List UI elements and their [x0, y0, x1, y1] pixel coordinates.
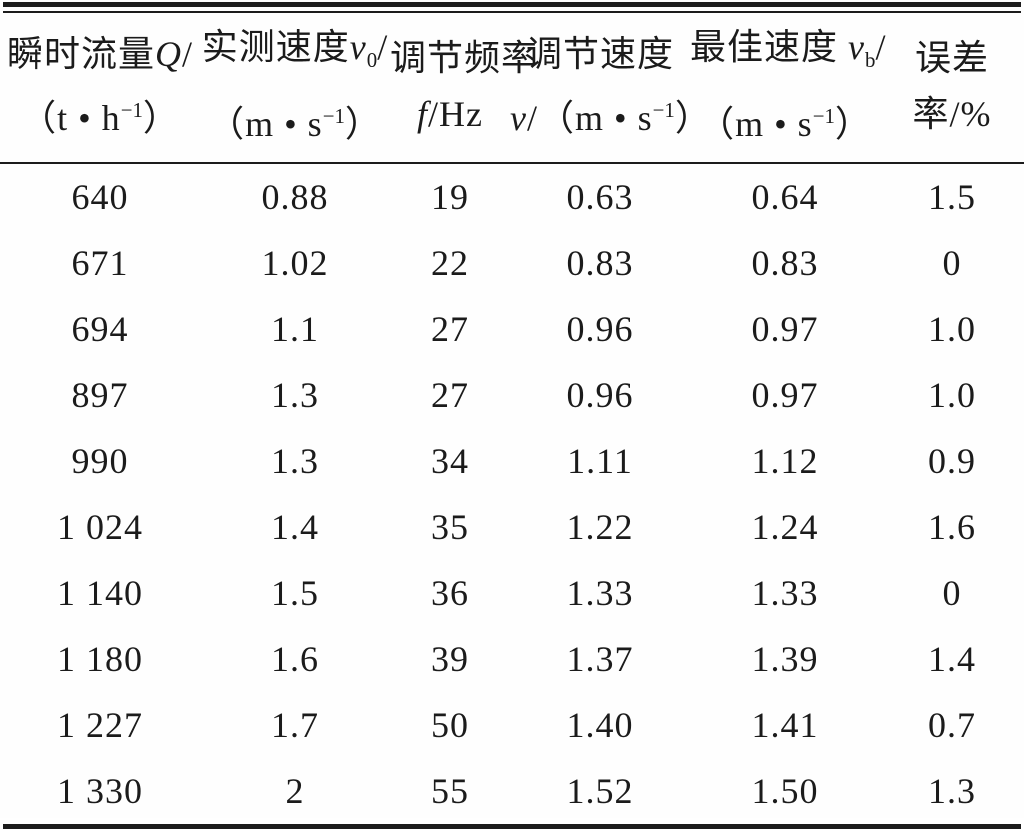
table-row: 1 330 2 55 1.52 1.50 1.3 — [0, 758, 1024, 824]
header-line1: 瞬时流量Q/ — [6, 33, 194, 74]
cell-frequency: 55 — [431, 771, 469, 812]
measurement-table: 瞬时流量Q/ （t • h−1） 实测速度v0/ （m • s−1） 调节频率 … — [0, 13, 1024, 824]
cell-error-rate: 1.0 — [928, 375, 976, 416]
table-top-thick-rule — [3, 2, 1021, 7]
cell-measured-speed: 1.1 — [271, 309, 319, 350]
header-line1: 实测速度v0/ — [201, 27, 389, 73]
table-row: 1 227 1.7 50 1.40 1.41 0.7 — [0, 692, 1024, 758]
header-line1: 最佳速度 vb/ — [690, 27, 887, 73]
table-row: 1 180 1.6 39 1.37 1.39 1.4 — [0, 626, 1024, 692]
cell-best-speed: 0.64 — [751, 177, 819, 218]
cell-adjusted-speed: 0.96 — [566, 375, 634, 416]
cell-measured-speed: 1.3 — [271, 441, 319, 482]
cell-frequency: 39 — [431, 639, 469, 680]
cell-best-speed: 1.39 — [751, 639, 819, 680]
cell-frequency: 22 — [431, 243, 469, 284]
cell-best-speed: 0.97 — [751, 309, 819, 350]
table-header: 瞬时流量Q/ （t • h−1） 实测速度v0/ （m • s−1） 调节频率 … — [0, 13, 1024, 165]
cell-measured-speed: 1.7 — [271, 705, 319, 746]
table-row: 671 1.02 22 0.83 0.83 0 — [0, 230, 1024, 296]
cell-best-speed: 0.97 — [751, 375, 819, 416]
cell-flow: 1 330 — [57, 771, 143, 812]
cell-error-rate: 0 — [942, 573, 962, 614]
cell-best-speed: 1.12 — [751, 441, 819, 482]
cell-measured-speed: 0.88 — [261, 177, 329, 218]
header-row: 瞬时流量Q/ （t • h−1） 实测速度v0/ （m • s−1） 调节频率 … — [0, 13, 1024, 165]
col-header-error-rate: 误差 率/% — [880, 13, 1024, 165]
cell-error-rate: 0.7 — [928, 705, 976, 746]
cell-flow: 990 — [71, 441, 129, 482]
col-header-instant-flow: 瞬时流量Q/ （t • h−1） — [0, 13, 200, 165]
cell-frequency: 50 — [431, 705, 469, 746]
cell-frequency: 27 — [431, 309, 469, 350]
cell-measured-speed: 1.02 — [261, 243, 329, 284]
header-line2: v/（m • s−1） — [510, 97, 712, 138]
table-row: 897 1.3 27 0.96 0.97 1.0 — [0, 362, 1024, 428]
cell-error-rate: 1.6 — [928, 507, 976, 548]
cell-adjusted-speed: 0.83 — [566, 243, 634, 284]
cell-adjusted-speed: 1.11 — [567, 441, 633, 482]
cell-measured-speed: 1.4 — [271, 507, 319, 548]
cell-adjusted-speed: 1.52 — [566, 771, 634, 812]
table-row: 640 0.88 19 0.63 0.64 1.5 — [0, 163, 1024, 230]
header-line2: （m • s−1） — [698, 104, 872, 145]
header-line1: 调节频率 — [390, 37, 539, 78]
header-line2: f/Hz — [417, 93, 483, 134]
header-line2: 率/% — [912, 93, 992, 134]
cell-best-speed: 0.83 — [751, 243, 819, 284]
cell-adjusted-speed: 1.40 — [566, 705, 634, 746]
table-body: 640 0.88 19 0.63 0.64 1.5 671 1.02 22 0.… — [0, 163, 1024, 824]
cell-error-rate: 1.5 — [928, 177, 976, 218]
cell-frequency: 36 — [431, 573, 469, 614]
cell-flow: 671 — [71, 243, 129, 284]
cell-measured-speed: 2 — [285, 771, 305, 812]
header-line1: 调节速度 — [525, 33, 674, 74]
cell-frequency: 35 — [431, 507, 469, 548]
cell-flow: 1 180 — [57, 639, 143, 680]
cell-adjusted-speed: 1.37 — [566, 639, 634, 680]
col-header-best-speed: 最佳速度 vb/ （m • s−1） — [690, 13, 887, 165]
cell-flow: 1 024 — [57, 507, 143, 548]
cell-error-rate: 1.3 — [928, 771, 976, 812]
cell-flow: 1 227 — [57, 705, 143, 746]
cell-flow: 1 140 — [57, 573, 143, 614]
cell-flow: 640 — [71, 177, 129, 218]
cell-adjusted-speed: 0.63 — [566, 177, 634, 218]
cell-flow: 897 — [71, 375, 129, 416]
cell-measured-speed: 1.5 — [271, 573, 319, 614]
cell-flow: 694 — [71, 309, 129, 350]
cell-frequency: 19 — [431, 177, 469, 218]
col-header-adjust-frequency: 调节频率 f/Hz — [390, 13, 539, 165]
header-line2: （t • h−1） — [20, 97, 180, 138]
cell-measured-speed: 1.6 — [271, 639, 319, 680]
cell-best-speed: 1.33 — [751, 573, 819, 614]
table-row: 1 024 1.4 35 1.22 1.24 1.6 — [0, 494, 1024, 560]
table-row: 1 140 1.5 36 1.33 1.33 0 — [0, 560, 1024, 626]
cell-best-speed: 1.50 — [751, 771, 819, 812]
cell-frequency: 34 — [431, 441, 469, 482]
cell-adjusted-speed: 1.33 — [566, 573, 634, 614]
cell-error-rate: 0.9 — [928, 441, 976, 482]
cell-best-speed: 1.41 — [751, 705, 819, 746]
cell-adjusted-speed: 0.96 — [566, 309, 634, 350]
cell-frequency: 27 — [431, 375, 469, 416]
table-top-thin-rule — [3, 11, 1021, 13]
col-header-adjust-speed: 调节速度 v/（m • s−1） — [510, 13, 712, 165]
cell-measured-speed: 1.3 — [271, 375, 319, 416]
cell-error-rate: 1.4 — [928, 639, 976, 680]
col-header-measured-speed: 实测速度v0/ （m • s−1） — [200, 13, 390, 165]
header-line2: （m • s−1） — [208, 104, 382, 145]
table-row: 990 1.3 34 1.11 1.12 0.9 — [0, 428, 1024, 494]
table-bottom-rule — [3, 824, 1021, 829]
cell-error-rate: 1.0 — [928, 309, 976, 350]
header-line1: 误差 — [914, 37, 989, 78]
table-row: 694 1.1 27 0.96 0.97 1.0 — [0, 296, 1024, 362]
cell-error-rate: 0 — [942, 243, 962, 284]
cell-adjusted-speed: 1.22 — [566, 507, 634, 548]
cell-best-speed: 1.24 — [751, 507, 819, 548]
